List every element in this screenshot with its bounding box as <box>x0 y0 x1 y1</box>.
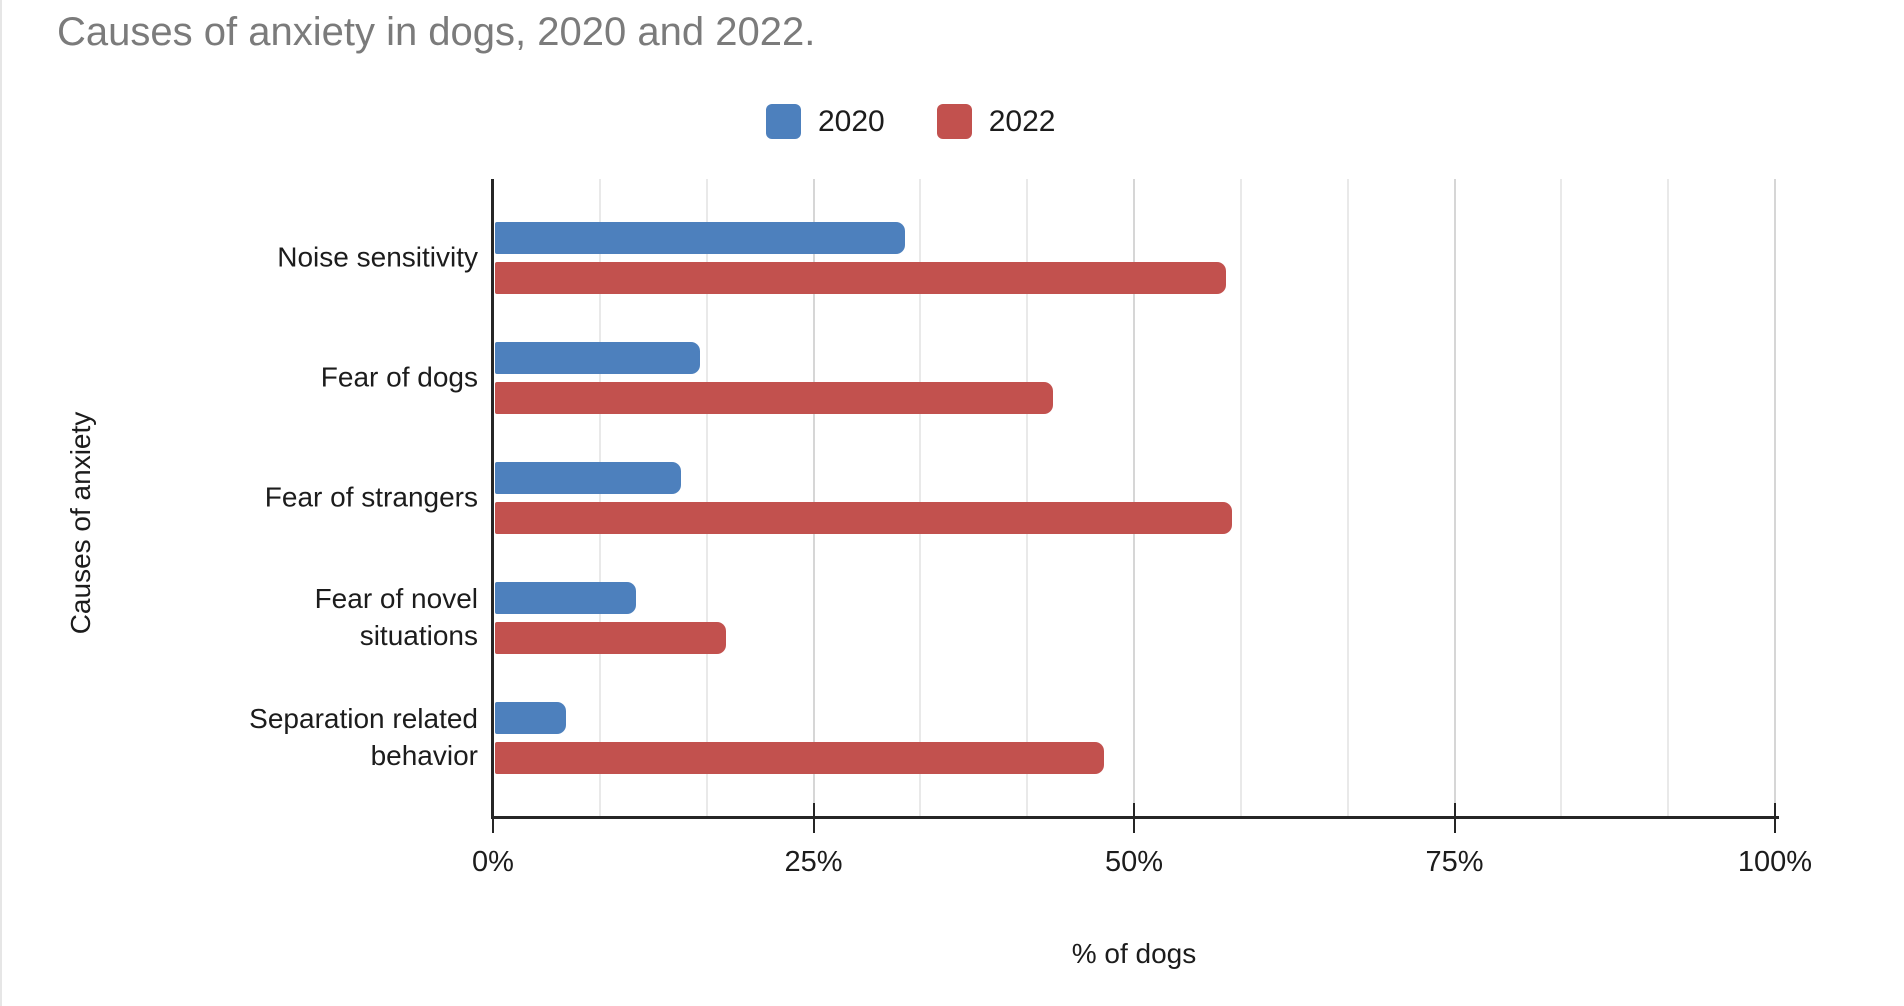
category-label-1: Fear of dogs <box>320 361 478 393</box>
category-label-4: Separation related behavior <box>249 703 478 771</box>
y-axis-line <box>491 179 494 818</box>
gridline <box>1560 179 1563 818</box>
bar-2020-4 <box>495 702 566 734</box>
x-axis-title: % of dogs <box>1071 938 1197 969</box>
chart-title: Causes of anxiety in dogs, 2020 and 2022… <box>57 10 816 54</box>
gridline <box>1239 179 1242 818</box>
legend-swatch-2020 <box>766 104 801 139</box>
legend-label-2020: 2020 <box>818 104 885 138</box>
bar-2022-2 <box>495 502 1233 534</box>
x-axis-tick-label: 25% <box>784 846 843 878</box>
x-axis-tick-label: 0% <box>472 846 514 878</box>
gridline <box>1026 179 1029 818</box>
x-axis-line <box>491 816 1779 819</box>
gridline <box>705 179 708 818</box>
gridline <box>598 179 601 818</box>
legend-item-2022: 2022 <box>936 104 1056 139</box>
bar-2020-0 <box>495 222 906 254</box>
y-axis-title: Causes of anxiety <box>65 411 96 635</box>
bar-2022-1 <box>495 382 1053 414</box>
legend-label-2022: 2022 <box>988 104 1056 138</box>
legend: 2020 2022 <box>766 104 1056 139</box>
gridline <box>1667 179 1670 818</box>
gridline <box>1774 179 1776 818</box>
gridline <box>812 179 815 818</box>
bar-2022-4 <box>495 742 1104 774</box>
bar-2020-3 <box>495 582 637 614</box>
page-edge-line <box>0 0 2 1006</box>
category-label-3: Fear of novel situations <box>314 583 478 651</box>
category-label-2: Fear of strangers <box>264 481 478 513</box>
bar-2020-1 <box>495 342 701 374</box>
gridline <box>1133 179 1135 818</box>
gridline <box>1453 179 1456 818</box>
gridline <box>1346 179 1349 818</box>
category-label-0: Noise sensitivity <box>277 241 478 273</box>
x-axis-tick-label: 50% <box>1104 846 1164 878</box>
bar-2022-3 <box>495 622 726 654</box>
bar-2022-0 <box>495 262 1226 294</box>
legend-swatch-2022 <box>936 104 972 139</box>
gridline <box>919 179 922 818</box>
legend-item-2020: 2020 <box>766 104 885 139</box>
x-axis-tick-label: 75% <box>1425 846 1484 878</box>
bar-2020-2 <box>495 462 681 494</box>
x-axis-tick-label: 100% <box>1737 846 1813 878</box>
